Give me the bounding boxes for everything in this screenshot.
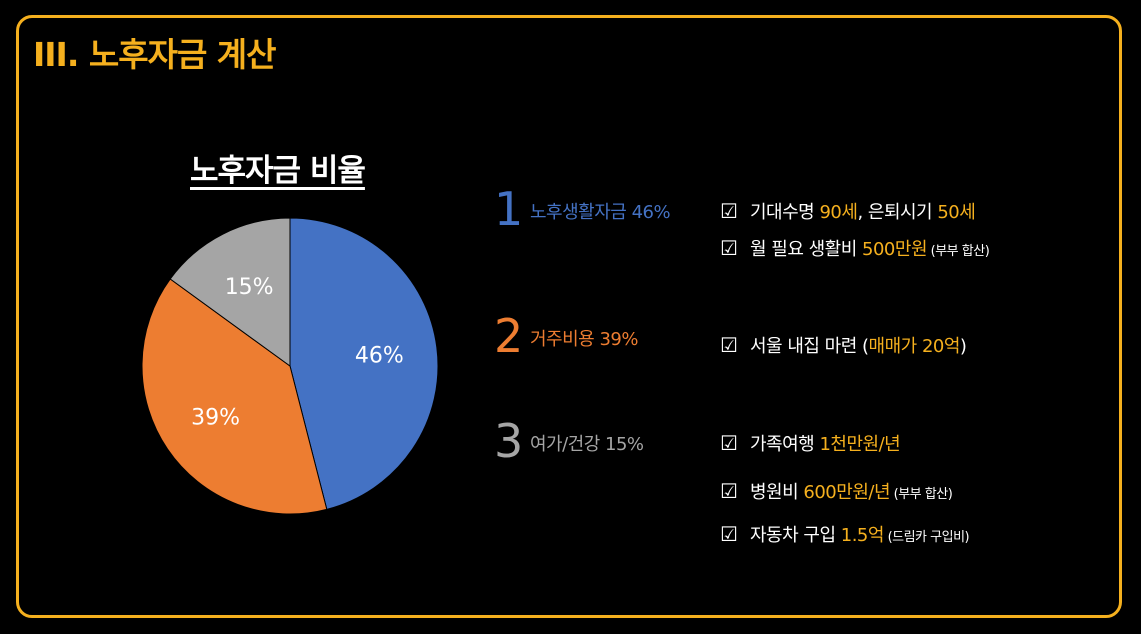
slide-frame — [16, 15, 1122, 618]
detail-text: 서울 내집 마련 ( — [750, 336, 869, 357]
detail-text: 월 필요 생활비 — [750, 239, 863, 260]
chart-title: 노후자금 비율 — [190, 153, 366, 189]
detail-highlight: 1.5억 — [840, 525, 885, 546]
category-number: 2 — [494, 309, 524, 363]
detail-highlight: 1천만원/년 — [819, 434, 901, 455]
pie-slice-leisure — [169, 217, 291, 367]
detail-text: , 은퇴시기 — [857, 202, 938, 223]
pie-slice-housing — [141, 278, 328, 515]
detail-highlight: 90세 — [819, 202, 858, 223]
pie-slice-retirement — [289, 217, 439, 510]
category-number: 1 — [494, 182, 524, 236]
checkbox-icon: ☑ — [720, 236, 738, 260]
detail-highlight: 600만원/년 — [803, 482, 891, 503]
detail-note: (드림카 구입비) — [883, 530, 970, 545]
pie-slice-label: 39% — [191, 406, 240, 431]
checkbox-icon: ☑ — [720, 431, 738, 455]
detail-highlight: 50세 — [937, 202, 976, 223]
category-number: 3 — [494, 414, 524, 468]
detail-text: 자동차 구입 — [750, 525, 841, 546]
checkbox-icon: ☑ — [720, 333, 738, 357]
detail-note: (부부 합산) — [927, 244, 990, 259]
detail-highlight: 500만원 — [862, 239, 928, 260]
pie-chart: 46% 39% 15% — [141, 217, 439, 515]
detail-item: ☑ 자동차 구입 1.5억 (드림카 구입비) — [720, 521, 970, 547]
pie-slice-label: 15% — [225, 275, 274, 300]
checkbox-icon: ☑ — [720, 522, 738, 546]
detail-note: (부부 합산) — [890, 487, 953, 502]
detail-item: ☑ 월 필요 생활비 500만원 (부부 합산) — [720, 235, 990, 261]
detail-text: 기대수명 — [750, 202, 820, 223]
detail-text: 가족여행 — [750, 434, 820, 455]
detail-highlight: 매매가 20억 — [868, 336, 961, 357]
detail-item: ☑ 가족여행 1천만원/년 — [720, 430, 901, 456]
checkbox-icon: ☑ — [720, 199, 738, 223]
category-label: 노후생활자금 46% — [530, 202, 671, 223]
section-title: III. 노후자금 계산 — [33, 35, 277, 74]
detail-text: ) — [959, 336, 967, 357]
pie-slice-label: 46% — [355, 344, 404, 369]
checkbox-icon: ☑ — [720, 479, 738, 503]
category-label: 여가/건강 15% — [530, 434, 644, 455]
detail-item: ☑ 병원비 600만원/년 (부부 합산) — [720, 478, 953, 504]
detail-item: ☑ 기대수명 90세, 은퇴시기 50세 — [720, 198, 976, 224]
detail-text: 병원비 — [750, 482, 804, 503]
category-label: 거주비용 39% — [530, 329, 638, 350]
detail-item: ☑ 서울 내집 마련 (매매가 20억) — [720, 332, 967, 358]
